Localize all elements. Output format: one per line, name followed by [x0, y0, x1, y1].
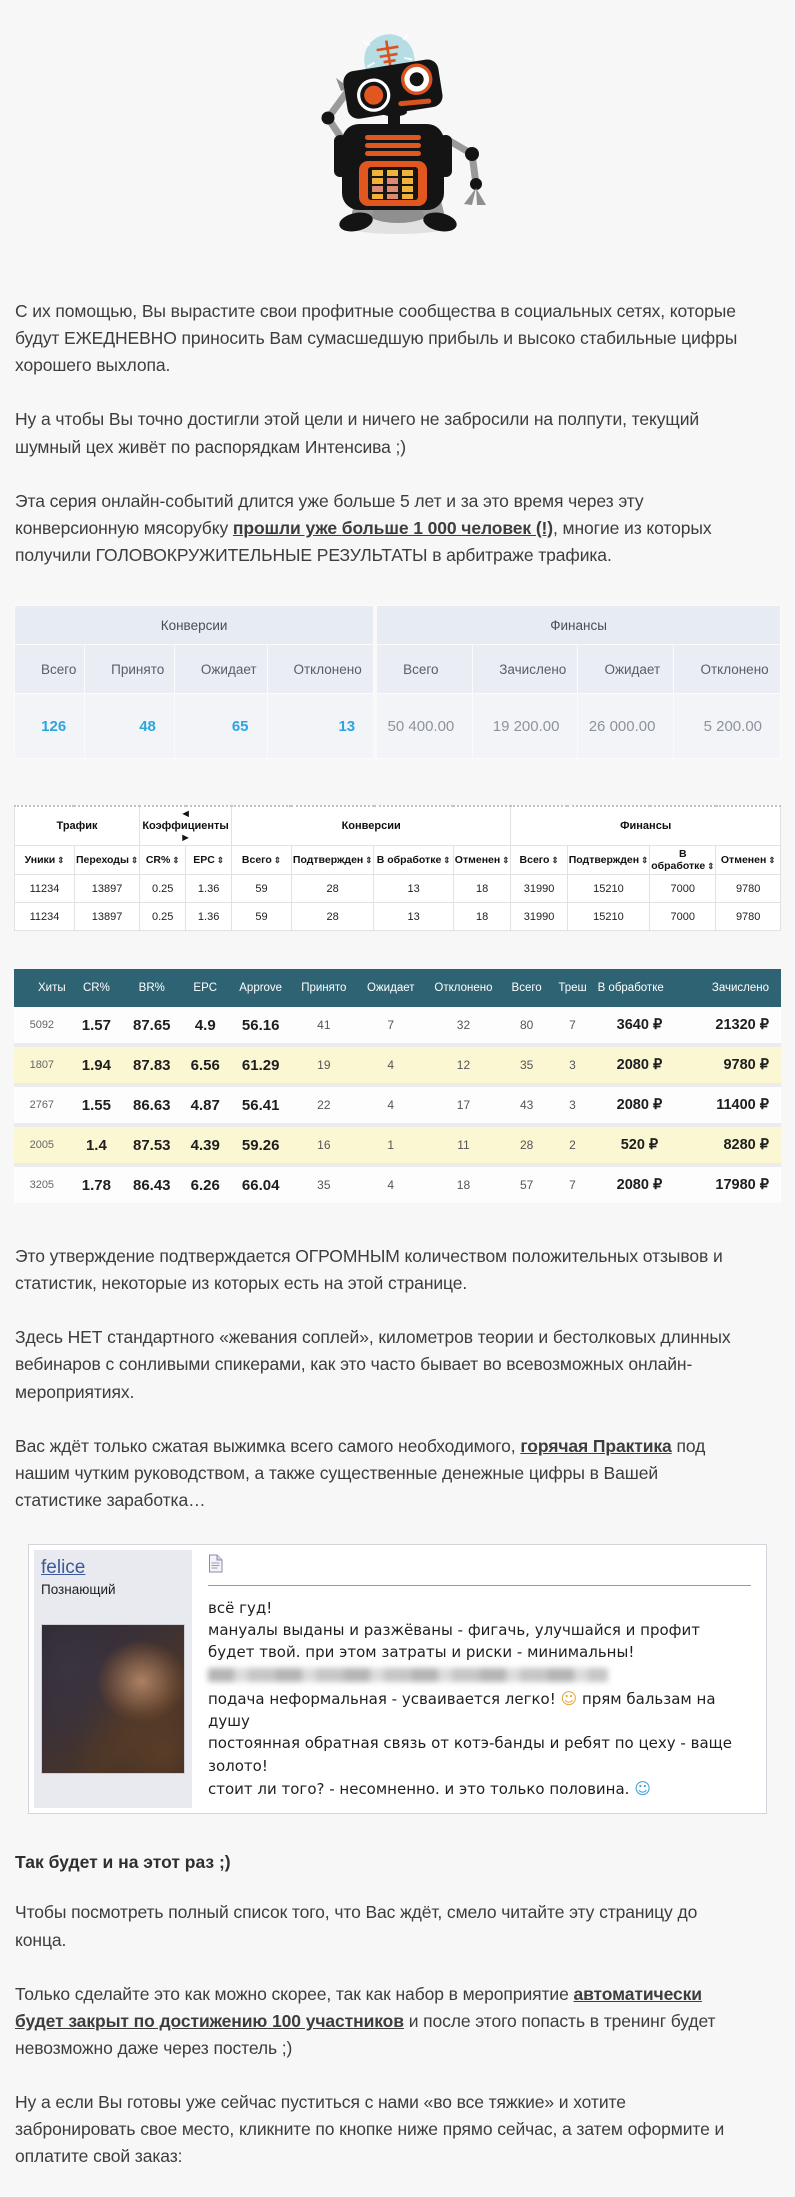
- table2-group-finances: Финансы: [510, 805, 781, 846]
- middle-section: Это утверждение подтверждается ОГРОМНЫМ …: [15, 1243, 743, 1514]
- table-row: 11234 13897 0.25 1.36 59 28 13 18 31990 15210…: [14, 902, 781, 931]
- paragraph-nofluff: Здесь НЕТ стандартного «жевания соплей»,…: [15, 1327, 731, 1402]
- table2-sort-header[interactable]: EPC ⇕: [185, 845, 232, 875]
- user-role: Познающий: [41, 1582, 116, 1597]
- censored-line: [208, 1667, 608, 1682]
- outro-section: Так будет и на этот раз ;) Чтобы посмотр…: [15, 1852, 743, 2170]
- table1-header: Отклонено: [673, 644, 781, 694]
- robot-icon: [321, 33, 486, 234]
- paragraph-full-list: Чтобы посмотреть полный список того, что…: [15, 1902, 698, 1950]
- table1-value: 50 400.00: [373, 693, 474, 759]
- table-row: 3205 1.78 86.43 6.26 66.04 35 4 18 57 7 2080 …: [14, 1167, 781, 1203]
- table1-value: 48: [84, 693, 175, 759]
- paragraph-intro-1: С их помощью, Вы вырастите свои профитны…: [15, 301, 738, 376]
- table-row: 11234 13897 0.25 1.36 59 28 13 18 31990 15210…: [14, 874, 781, 903]
- paragraph-intro-2: Ну а чтобы Вы точно достигли этой цели и…: [15, 409, 700, 457]
- table2-sort-header[interactable]: Отменен ⇕: [715, 845, 781, 875]
- testimonial-card: felice Познающий всё гуд! мануалы выданы…: [28, 1544, 767, 1815]
- table1-value: 19 200.00: [472, 693, 579, 759]
- table1-header: Зачислено: [472, 644, 579, 694]
- practice-text-before: Вас ждёт только сжатая выжимка всего сам…: [15, 1435, 521, 1456]
- table1-header: Отклонено: [266, 644, 376, 694]
- subheading-this-time: Так будет и на этот раз ;): [15, 1852, 231, 1873]
- testimonial-line: стоит ли того? - несомненно. и это тольк…: [208, 1778, 651, 1798]
- testimonial-line: подача неформальная - усваивается легко!…: [208, 1688, 716, 1731]
- table1-value: 65: [173, 693, 268, 759]
- sort-icon: ⇕: [551, 855, 559, 865]
- table2-sort-header[interactable]: Подтвержден ⇕: [566, 845, 651, 875]
- table2-group-coefficients: ◄ Коэффициенты ►: [139, 805, 232, 846]
- smiley-icon: ☺: [634, 1778, 651, 1798]
- table2-sort-header[interactable]: Всего ⇕: [231, 845, 292, 875]
- practice-text-after: под нашим чутким руководством, а также с…: [15, 1435, 706, 1510]
- practice-link[interactable]: горячая Практика: [520, 1435, 672, 1456]
- intro-section: С их помощью, Вы вырастите свои профитны…: [15, 298, 743, 569]
- table1-group-conversions: Конверсии: [14, 605, 376, 645]
- paragraph-cta: Ну а если Вы готовы уже сейчас пуститься…: [15, 2092, 725, 2167]
- table2-sort-header[interactable]: В обработке ⇕: [373, 845, 454, 875]
- table2-group-conversions: Конверсии: [230, 805, 512, 846]
- table1-value: 26 000.00: [577, 693, 675, 759]
- paragraph-claim: Это утверждение подтверждается ОГРОМНЫМ …: [15, 1246, 723, 1294]
- testimonial-line: мануалы выданы и разжёваны - фигачь, улу…: [208, 1621, 700, 1662]
- table2-group-traffic: Трафик: [13, 805, 141, 846]
- sort-icon: ⇕: [502, 855, 510, 865]
- table-row: 1807 1.94 87.83 6.56 61.29 19 4 12 35 3 2080 …: [14, 1047, 781, 1087]
- table1-value: 5 200.00: [673, 693, 781, 759]
- series-text-before: Эта серия онлайн-событий длится уже боль…: [15, 490, 644, 538]
- paragraph-practice: Вас ждёт только сжатая выжимка всего сам…: [15, 1433, 743, 1514]
- series-text-after: , многие из которых получили ГОЛОВОКРУЖИ…: [15, 517, 712, 565]
- avatar: [41, 1624, 185, 1774]
- table2-sort-header[interactable]: Отменен ⇕: [452, 845, 512, 875]
- table1-header: Ожидает: [173, 644, 268, 694]
- table-row: 2767 1.55 86.63 4.87 56.41 22 4 17 43 3 2080 …: [14, 1087, 781, 1127]
- testimonial-divider: [208, 1585, 751, 1586]
- paragraph-series: Эта серия онлайн-событий длится уже боль…: [15, 488, 743, 569]
- table2-sort-header[interactable]: Уники ⇕: [14, 845, 75, 875]
- testimonial-line: всё гуд!: [208, 1599, 273, 1617]
- table2-sort-header[interactable]: Переходы ⇕: [73, 845, 141, 875]
- earnings-table: Хиты CR% BR% EPC Approve Принято Ожидает Отк…: [14, 969, 781, 1203]
- sort-icon: ⇕: [365, 855, 373, 865]
- smiley-icon: ☺: [560, 1688, 578, 1708]
- table-row: 2005 1.4 87.53 4.39 59.26 16 1 11 28 2 520 ₽8…: [14, 1127, 781, 1167]
- robot-illustration: [0, 0, 795, 236]
- table1-header: Принято: [84, 644, 175, 694]
- testimonial-body: всё гуд! мануалы выданы и разжёваны - фи…: [192, 1550, 761, 1808]
- sort-icon: ⇕: [707, 861, 715, 871]
- hurry-text-before: Только сделайте это как можно скорее, та…: [15, 1983, 574, 2004]
- table1-header: Всего: [373, 644, 474, 694]
- sort-icon: ⇕: [768, 855, 776, 865]
- table1-header: Ожидает: [577, 644, 675, 694]
- table2-sort-header[interactable]: CR% ⇕: [139, 845, 187, 875]
- table1-group-finances: Финансы: [373, 605, 782, 645]
- sort-icon: ⇕: [57, 855, 65, 865]
- table-header-row: Хиты CR% BR% EPC Approve Принято Ожидает Отк…: [14, 969, 781, 1007]
- table1-header: Всего: [13, 644, 86, 694]
- sort-icon: ⇕: [130, 855, 139, 865]
- sort-icon: ⇕: [443, 855, 451, 865]
- table1-value: 126: [13, 693, 86, 759]
- table-row: 5092 1.57 87.65 4.9 56.16 41 7 32 80 7 3640 ₽…: [14, 1007, 781, 1047]
- paragraph-hurry: Только сделайте это как можно скорее, та…: [15, 1981, 743, 2062]
- testimonial-line: постоянная обратная связь от котэ-банды …: [208, 1734, 732, 1775]
- sort-icon: ⇕: [216, 855, 224, 865]
- username-link[interactable]: felice: [41, 1557, 86, 1578]
- sort-icon: ⇕: [172, 855, 180, 865]
- sort-icon: ⇕: [641, 855, 649, 865]
- series-link[interactable]: прошли уже больше 1 000 человек (!): [232, 517, 554, 538]
- table2-sort-header[interactable]: Подтвержден ⇕: [290, 845, 375, 875]
- traffic-stats-table: Трафик ◄ Коэффициенты ► Конверсии Финанс…: [13, 805, 781, 931]
- testimonial-user-column: felice Познающий: [34, 1550, 192, 1809]
- post-document-icon: [208, 1554, 223, 1578]
- table2-sort-header[interactable]: В обработке ⇕: [649, 845, 717, 875]
- table2-sort-header[interactable]: Всего ⇕: [510, 845, 568, 875]
- conversions-finances-table: Конверсии Финансы Всего Принято Ожидает …: [13, 605, 782, 759]
- table1-value: 13: [266, 693, 376, 759]
- sort-icon: ⇕: [273, 855, 281, 865]
